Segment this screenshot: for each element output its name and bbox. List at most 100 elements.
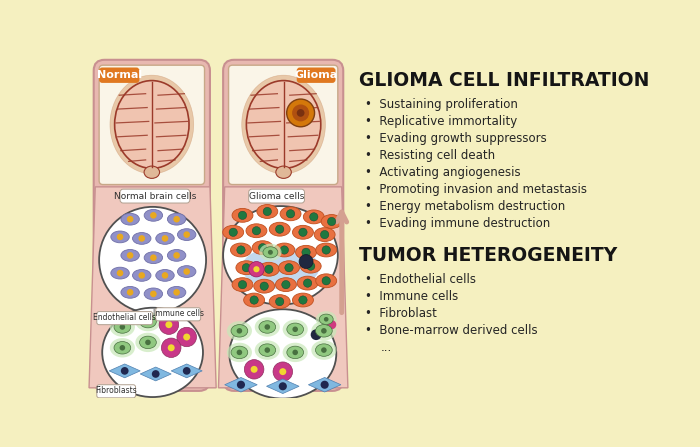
Circle shape (252, 227, 260, 235)
Ellipse shape (244, 293, 265, 307)
Ellipse shape (144, 166, 160, 178)
Circle shape (242, 264, 251, 272)
Ellipse shape (121, 213, 139, 225)
Ellipse shape (111, 267, 130, 279)
Ellipse shape (114, 321, 131, 333)
Ellipse shape (283, 343, 308, 362)
Circle shape (150, 254, 157, 261)
Circle shape (120, 345, 125, 350)
Ellipse shape (270, 222, 290, 236)
Ellipse shape (252, 241, 273, 255)
Circle shape (250, 296, 258, 304)
Ellipse shape (253, 279, 274, 293)
Circle shape (127, 289, 134, 295)
Ellipse shape (121, 287, 139, 298)
Circle shape (162, 338, 181, 358)
Ellipse shape (139, 336, 156, 349)
Ellipse shape (227, 343, 252, 362)
Circle shape (229, 228, 237, 236)
Circle shape (279, 382, 287, 390)
Text: Immune cells: Immune cells (153, 309, 204, 318)
Circle shape (293, 350, 298, 355)
Polygon shape (109, 364, 140, 378)
Text: •  Fibroblast: • Fibroblast (365, 307, 437, 320)
Ellipse shape (121, 249, 139, 261)
Polygon shape (309, 377, 341, 392)
Circle shape (276, 297, 284, 306)
Ellipse shape (259, 344, 276, 356)
Ellipse shape (280, 207, 301, 221)
Circle shape (321, 328, 327, 333)
Ellipse shape (283, 320, 308, 339)
Ellipse shape (246, 224, 267, 238)
Ellipse shape (102, 308, 203, 397)
Circle shape (265, 324, 270, 330)
Ellipse shape (316, 311, 337, 327)
Ellipse shape (178, 229, 196, 240)
Ellipse shape (144, 252, 162, 264)
Ellipse shape (279, 261, 300, 274)
Ellipse shape (300, 259, 321, 273)
Ellipse shape (132, 232, 151, 245)
Text: ...: ... (381, 341, 392, 354)
Ellipse shape (255, 317, 280, 337)
Ellipse shape (167, 287, 186, 298)
Ellipse shape (111, 231, 130, 243)
Text: •  Evading growth suppressors: • Evading growth suppressors (365, 132, 547, 145)
Ellipse shape (230, 243, 251, 257)
Ellipse shape (303, 210, 324, 224)
FancyBboxPatch shape (120, 189, 190, 203)
Text: Fibroblasts: Fibroblasts (95, 386, 137, 396)
Circle shape (237, 246, 245, 254)
Circle shape (139, 272, 145, 278)
Circle shape (177, 327, 197, 347)
Circle shape (238, 211, 246, 219)
Ellipse shape (99, 207, 206, 313)
Polygon shape (267, 379, 299, 393)
Ellipse shape (246, 80, 321, 169)
Circle shape (307, 262, 315, 270)
Circle shape (322, 277, 330, 285)
FancyBboxPatch shape (248, 189, 304, 203)
Ellipse shape (139, 316, 156, 328)
Circle shape (174, 252, 180, 259)
Ellipse shape (263, 247, 278, 258)
Circle shape (174, 289, 180, 295)
Circle shape (183, 231, 190, 238)
Ellipse shape (230, 309, 336, 399)
Text: TUMOR HETEROGENEITY: TUMOR HETEROGENEITY (358, 246, 617, 265)
Circle shape (280, 246, 288, 254)
Ellipse shape (231, 325, 248, 337)
Ellipse shape (110, 75, 194, 174)
Text: Glioma cells: Glioma cells (249, 192, 304, 201)
Circle shape (299, 228, 307, 236)
Circle shape (150, 291, 157, 297)
Polygon shape (140, 367, 172, 381)
Circle shape (165, 321, 172, 328)
Circle shape (303, 279, 312, 287)
Circle shape (174, 216, 180, 223)
FancyBboxPatch shape (223, 60, 343, 391)
Circle shape (139, 235, 145, 242)
Ellipse shape (231, 346, 248, 358)
Circle shape (327, 320, 336, 329)
Ellipse shape (223, 206, 338, 305)
Text: •  Replicative immortality: • Replicative immortality (365, 115, 517, 128)
Text: •  Immune cells: • Immune cells (365, 290, 458, 303)
Ellipse shape (316, 325, 332, 337)
Text: •  Sustaining proliferation: • Sustaining proliferation (365, 98, 518, 111)
Ellipse shape (156, 232, 174, 245)
Ellipse shape (316, 274, 337, 288)
Circle shape (127, 252, 134, 259)
FancyBboxPatch shape (99, 67, 139, 83)
Circle shape (183, 367, 190, 375)
Ellipse shape (110, 338, 135, 358)
Circle shape (183, 268, 190, 275)
Circle shape (299, 255, 313, 269)
Circle shape (321, 381, 329, 389)
Ellipse shape (312, 321, 337, 341)
Circle shape (322, 246, 330, 254)
Text: Normal brain cells: Normal brain cells (113, 192, 196, 201)
Text: Glioma: Glioma (295, 70, 337, 80)
Text: •  Evading immune destruction: • Evading immune destruction (365, 217, 550, 230)
